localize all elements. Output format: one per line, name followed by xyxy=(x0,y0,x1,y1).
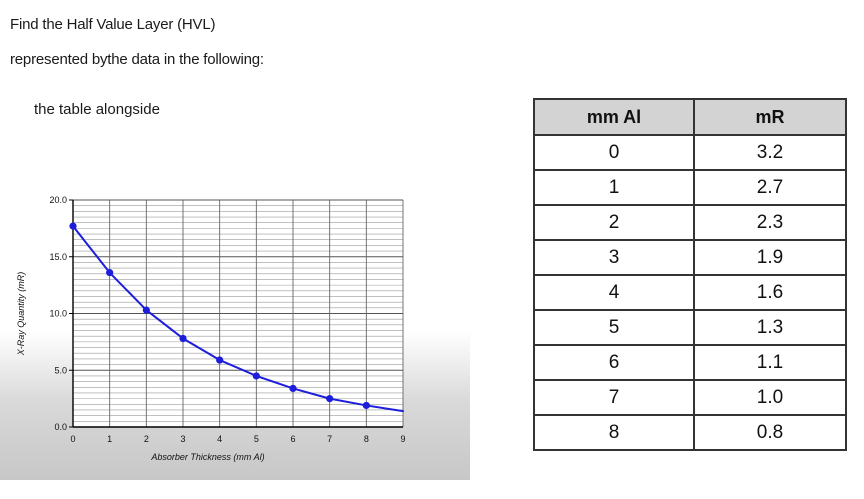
x-tick-label: 6 xyxy=(290,434,295,444)
x-tick-label: 4 xyxy=(217,434,222,444)
table-row: 4 1.6 xyxy=(533,274,847,311)
data-point xyxy=(69,222,77,230)
x-axis-title: Absorber Thickness (mm Al) xyxy=(150,452,264,462)
table-row: 3 1.9 xyxy=(533,239,847,276)
y-tick-label: 20.0 xyxy=(49,195,67,205)
table-header-row: mm Al mR xyxy=(533,98,847,136)
x-tick-label: 8 xyxy=(364,434,369,444)
data-point xyxy=(326,395,334,403)
cell-mr: 1.9 xyxy=(693,239,847,276)
cell-mr: 1.3 xyxy=(693,309,847,346)
y-tick-label: 10.0 xyxy=(49,309,67,319)
cell-mm-al: 5 xyxy=(533,309,695,346)
data-point xyxy=(179,334,187,343)
data-point xyxy=(142,306,150,314)
column-header-mm-al: mm Al xyxy=(533,98,695,136)
data-point xyxy=(362,401,370,410)
cell-mm-al: 7 xyxy=(533,379,695,416)
xray-attenuation-chart: 0.0 5.0 10.0 15.0 20.0 0 1 2 3 4 5 6 7 8 9 Absorber Thi… xyxy=(16,195,406,462)
table-row: 0 3.2 xyxy=(533,134,847,171)
x-tick-label: 0 xyxy=(70,434,75,444)
y-axis-title: X-Ray Quantity (mR) xyxy=(16,272,26,357)
cell-mr: 1.0 xyxy=(693,379,847,416)
data-point xyxy=(106,269,114,277)
x-tick-label: 7 xyxy=(327,434,332,444)
cell-mm-al: 2 xyxy=(533,204,695,241)
data-point xyxy=(216,356,224,364)
table-row: 8 0.8 xyxy=(533,414,847,451)
y-tick-label: 0.0 xyxy=(54,422,67,432)
y-tick-label: 15.0 xyxy=(49,252,67,262)
cell-mm-al: 0 xyxy=(533,134,695,171)
data-point xyxy=(289,384,297,393)
cell-mm-al: 3 xyxy=(533,239,695,276)
cell-mr: 0.8 xyxy=(693,414,847,451)
cell-mr: 3.2 xyxy=(693,134,847,171)
cell-mm-al: 4 xyxy=(533,274,695,311)
table-row: 7 1.0 xyxy=(533,379,847,416)
question-line-2: represented bythe data in the following: xyxy=(10,51,264,68)
data-point xyxy=(252,372,260,380)
x-tick-label: 9 xyxy=(400,434,405,444)
cell-mm-al: 6 xyxy=(533,344,695,381)
series-line xyxy=(72,225,404,413)
column-header-mr: mR xyxy=(693,98,847,136)
cell-mr: 2.7 xyxy=(693,169,847,206)
table-row: 2 2.3 xyxy=(533,204,847,241)
table-row: 1 2.7 xyxy=(533,169,847,206)
cell-mm-al: 8 xyxy=(533,414,695,451)
y-tick-label: 5.0 xyxy=(54,365,67,375)
cell-mr: 1.1 xyxy=(693,344,847,381)
table-row: 5 1.3 xyxy=(533,309,847,346)
attenuation-table: mm Al mR 0 3.2 1 2.7 2 2.3 3 1.9 4 1.6 5 1.3 6… xyxy=(533,98,847,451)
x-tick-label: 3 xyxy=(180,434,185,444)
question-line-1: Find the Half Value Layer (HVL) xyxy=(10,16,216,33)
cell-mr: 1.6 xyxy=(693,274,847,311)
question-line-3: the table alongside xyxy=(34,101,160,118)
cell-mm-al: 1 xyxy=(533,169,695,206)
x-tick-label: 2 xyxy=(144,434,149,444)
x-tick-label: 5 xyxy=(254,434,259,444)
x-tick-label: 1 xyxy=(107,434,112,444)
cell-mr: 2.3 xyxy=(693,204,847,241)
table-row: 6 1.1 xyxy=(533,344,847,381)
